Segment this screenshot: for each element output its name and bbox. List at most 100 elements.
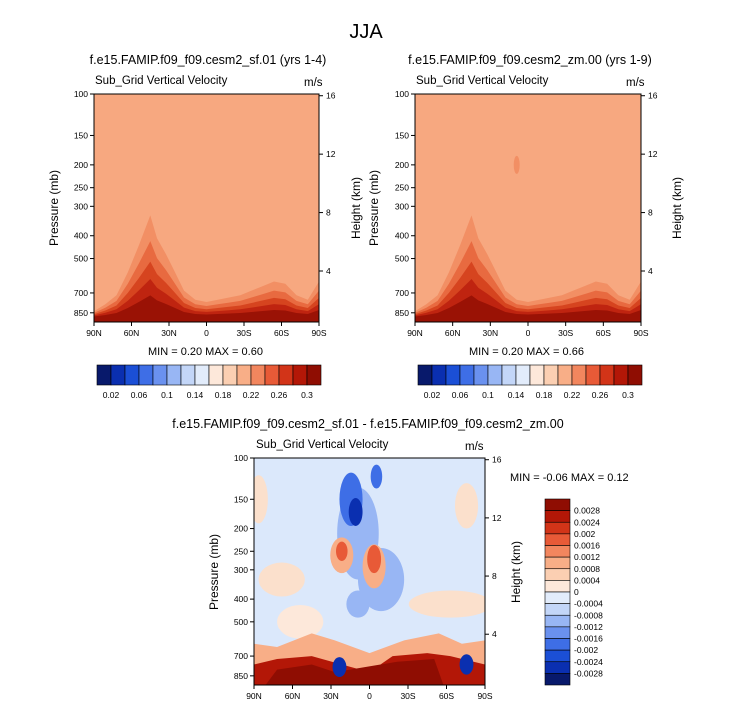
colorbar-swatch [613, 364, 629, 386]
colorbar-label: 0.3 [301, 390, 313, 400]
colorbar-swatch [544, 580, 571, 593]
colorbar-swatch [544, 545, 571, 558]
y-right-tick-label: 8 [648, 208, 653, 218]
colorbar-swatch [152, 364, 168, 386]
y-tick-label: 300 [74, 201, 88, 211]
colorbar-swatch [585, 364, 601, 386]
y-right-tick-label: 16 [648, 91, 658, 101]
contour-blob [454, 483, 479, 529]
colorbar-swatch [431, 364, 447, 386]
x-tick-label: 60N [124, 328, 140, 338]
y-right-tick-label: 4 [648, 266, 653, 276]
y-tick-label: 250 [234, 546, 248, 556]
colorbar-label: -0.0028 [574, 668, 603, 678]
x-tick-label: 60S [274, 328, 289, 338]
y-right-tick-label: 8 [492, 571, 497, 581]
colorbar-label: -0.0024 [574, 657, 603, 667]
y-tick-label: 300 [234, 565, 248, 575]
colorbar-label: -0.0012 [574, 622, 603, 632]
y-tick-label: 200 [74, 160, 88, 170]
y-right-tick-label: 12 [648, 149, 658, 159]
y-right-tick-label: 12 [326, 149, 336, 159]
y-tick-label: 150 [395, 130, 409, 140]
x-tick-label: 30N [323, 691, 339, 701]
y-tick-label: 500 [395, 254, 409, 264]
x-tick-label: 60N [445, 328, 461, 338]
colorbar-swatch [544, 649, 571, 663]
colorbar-swatch [445, 364, 461, 386]
colorbar-swatch [473, 364, 489, 386]
colorbar-swatch [459, 364, 475, 386]
colorbar-swatch [278, 364, 294, 386]
heatmap-field [254, 458, 485, 685]
colorbar-swatch [544, 510, 571, 523]
x-tick-label: 90S [477, 691, 492, 701]
contour-blob [336, 541, 348, 561]
y-tick-label: 400 [395, 231, 409, 241]
panel-difference: f.e15.FAMIP.f09_f09.cesm2_sf.01 - f.e15.… [172, 417, 628, 610]
x-tick-label: 90N [407, 328, 423, 338]
colorbar-swatch [544, 673, 571, 686]
contour-blob [277, 604, 324, 639]
colorbar-swatch [501, 364, 517, 386]
colorbar-swatch [544, 603, 571, 616]
y-right-tick-label: 16 [492, 455, 502, 465]
colorbar-swatch [180, 364, 196, 386]
colorbar-swatch [544, 626, 571, 639]
x-tick-label: 90N [246, 691, 262, 701]
colorbar-swatch [96, 364, 112, 386]
x-tick-label: 60S [439, 691, 454, 701]
colorbar-swatch [544, 498, 571, 511]
colorbar-swatch [557, 364, 573, 386]
colorbar-swatch [250, 364, 266, 386]
panel-title: f.e15.FAMIP.f09_f09.cesm2_sf.01 - f.e15.… [172, 417, 563, 431]
y-right-tick-label: 8 [326, 208, 331, 218]
colorbar-label: -0.0016 [574, 634, 603, 644]
colorbar-swatch [236, 364, 252, 386]
colorbar-swatch [306, 364, 322, 386]
y-right-tick-label: 16 [326, 91, 336, 101]
stats-label: MIN = 0.20 MAX = 0.60 [148, 346, 263, 358]
contour-blob [348, 498, 363, 526]
y-tick-label: 700 [234, 651, 248, 661]
panel-units: m/s [304, 77, 323, 89]
colorbar-swatch [208, 364, 224, 386]
x-tick-label: 60S [596, 328, 611, 338]
colorbar-label: -0.002 [574, 645, 598, 655]
x-tick-label: 30S [558, 328, 573, 338]
x-tick-label: 0 [526, 328, 531, 338]
x-tick-label: 90S [311, 328, 326, 338]
y-tick-label: 500 [74, 254, 88, 264]
colorbar-label: 0.0024 [574, 517, 600, 527]
contour-blob [332, 657, 347, 678]
page-title: JJA [349, 21, 383, 43]
stats-label: MIN = 0.20 MAX = 0.66 [469, 346, 584, 358]
colorbar-label: 0.3 [622, 390, 634, 400]
y-tick-label: 100 [234, 453, 248, 463]
colorbar-label: 0.002 [574, 529, 596, 539]
y-tick-label: 250 [74, 183, 88, 193]
colorbar-label: 0.02 [103, 390, 120, 400]
y-tick-label: 700 [395, 288, 409, 298]
colorbar-swatch [110, 364, 126, 386]
colorbar-swatch [544, 568, 571, 581]
contour-blob [367, 545, 382, 574]
colorbar-swatch [544, 521, 571, 535]
x-tick-label: 30S [400, 691, 415, 701]
x-tick-label: 0 [204, 328, 209, 338]
colorbar-swatch [264, 364, 280, 386]
colorbar-label: 0.0008 [574, 564, 600, 574]
colorbar-label: 0.14 [508, 390, 525, 400]
colorbar-label: 0.22 [564, 390, 581, 400]
colorbar-swatch [222, 364, 238, 386]
colorbar-swatch [543, 364, 559, 386]
panel-units: m/s [626, 77, 645, 89]
colorbar-swatch [544, 533, 571, 546]
y-tick-label: 700 [74, 288, 88, 298]
x-tick-label: 90S [633, 328, 648, 338]
colorbar-swatch [515, 364, 531, 386]
panel-title: f.e15.FAMIP.f09_f09.cesm2_sf.01 (yrs 1-4… [90, 53, 327, 67]
colorbar-swatch [544, 556, 571, 570]
colorbar-label: 0.26 [592, 390, 609, 400]
